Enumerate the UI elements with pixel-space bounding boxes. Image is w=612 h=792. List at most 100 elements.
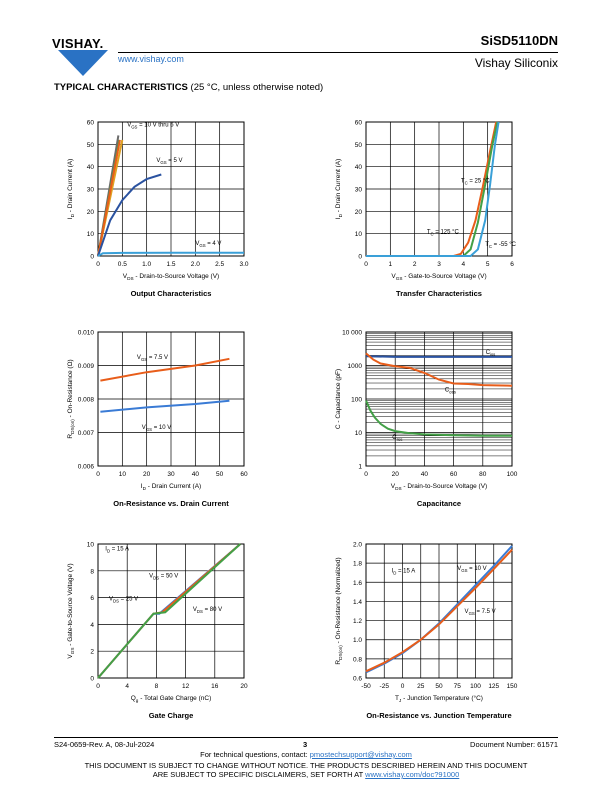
annotation-label: Crss​ [392, 435, 402, 442]
website-link[interactable]: www.vishay.com [118, 54, 184, 64]
y-tick-label: 40 [355, 164, 363, 171]
brand-name: VISHAY. [52, 36, 104, 51]
y-tick-label: 6 [90, 595, 94, 602]
x-tick-label: -25 [380, 683, 390, 690]
y-tick-label: 30 [87, 187, 95, 194]
x-tick-label: 2.0 [191, 261, 200, 268]
series-line-2 [365, 400, 512, 437]
chart-svg-output: 0 0.5 1.0 1.5 2.0 2.5 3.0 0 10 20 30 40 50 60 VDS​ - D… [67, 120, 249, 299]
series-line-4 [97, 173, 162, 257]
y-tick-label: 10 [355, 430, 363, 437]
footer-notice-1: THIS DOCUMENT IS SUBJECT TO CHANGE WITHO… [84, 761, 528, 770]
x-tick-label: 1.0 [142, 261, 151, 268]
x-tick-label: 8 [155, 683, 159, 690]
x-tick-label: 60 [450, 471, 458, 478]
footer-contact: For technical questions, contact: pmoste… [0, 750, 612, 759]
y-tick-label: 0 [90, 254, 94, 261]
y-tick-label: 4 [90, 622, 94, 629]
footer-contact-email-link[interactable]: pmostechsupport@vishay.com [309, 750, 412, 759]
chart-title: On-Resistance vs. Drain Current [113, 499, 229, 508]
footer-disclaimer-link[interactable]: www.vishay.com/doc?91000 [365, 770, 460, 779]
section-heading: TYPICAL CHARACTERISTICS (25 °C, unless o… [54, 82, 323, 93]
x-tick-label: 4 [125, 683, 129, 690]
x-tick-label: 0 [96, 471, 100, 478]
y-axis-label: VGS​ - Gate-to-Source Voltage (V) [67, 563, 75, 658]
annotation-label: VGS​ = 4 V [195, 241, 221, 248]
x-tick-label: 0 [364, 471, 368, 478]
series-line-3 [97, 139, 121, 257]
series-line-1 [100, 399, 230, 413]
y-tick-label: 50 [355, 142, 363, 149]
series-line-1 [365, 352, 513, 387]
y-axis-label: RDS(on)​ - On-Resistance (Normalized) [335, 557, 343, 664]
y-tick-label: 0 [90, 676, 94, 683]
annotation-label: Coss​ [445, 387, 456, 394]
series-line-5 [97, 251, 244, 257]
y-tick-label: 0.009 [78, 363, 95, 370]
footer-contact-prefix: For technical questions, contact: [200, 750, 308, 759]
series-line-0 [365, 355, 512, 358]
x-tick-label: 10 [119, 471, 127, 478]
x-tick-label: 150 [507, 683, 518, 690]
chart-title: On-Resistance vs. Junction Temperature [366, 711, 511, 720]
y-tick-label: 0.007 [78, 430, 95, 437]
x-tick-label: 25 [417, 683, 425, 690]
y-tick-label: 1.0 [353, 637, 362, 644]
y-axis-label: RDS(on)​ - On-Resistance (Ω) [67, 359, 75, 438]
vishay-logo: VISHAY. [52, 36, 122, 80]
x-tick-label: 3 [437, 261, 441, 268]
y-tick-label: 0 [358, 254, 362, 261]
x-tick-label: 0.5 [118, 261, 127, 268]
plot-frame [97, 121, 245, 257]
y-tick-label: 0.6 [353, 676, 362, 683]
annotation-label: ID​ = 15 A [105, 547, 129, 554]
annotation-label: TC​ = 25 °C [461, 178, 490, 185]
footer-document-number: Document Number: 61571 [470, 740, 558, 749]
annotation-label: ID​ = 15 A [392, 569, 416, 576]
plot-frame [365, 331, 513, 467]
x-axis-label: Qg​ - Total Gate Charge (nC) [131, 695, 212, 703]
series-line-2 [366, 121, 500, 257]
y-tick-label: 1.6 [353, 580, 362, 587]
x-tick-label: 3.0 [239, 261, 248, 268]
x-tick-label: 1.5 [166, 261, 175, 268]
footer-notice-2-text: ARE SUBJECT TO SPECIFIC DISCLAIMERS, SET… [152, 770, 364, 779]
footer-rule [54, 737, 558, 738]
x-tick-label: 6 [510, 261, 514, 268]
x-tick-label: 2 [413, 261, 417, 268]
vishay-logo-icon [58, 50, 108, 76]
y-tick-label: 10 000 [342, 330, 362, 337]
footer-page-number: 3 [303, 740, 308, 749]
annotation-label: VGS​ = 10 V [142, 425, 171, 432]
chart-svg-capacitance: 0 20 40 60 80 100 1 10 100 1000 10 000 VDS​ - Drain… [335, 330, 518, 509]
chart-title: Output Characteristics [131, 289, 212, 298]
series-line-0 [100, 357, 230, 382]
x-tick-label: 80 [479, 471, 487, 478]
y-axis-label: C - Capacitance (pF) [335, 369, 342, 429]
annotation-label: TC​ = 125 °C [427, 230, 460, 237]
chart-gate-charge: 0 4 8 12 16 20 0 2 4 6 8 10 Qg​ - Total Gate Charge … [58, 540, 308, 740]
section-title: TYPICAL CHARACTERISTICS [54, 82, 188, 93]
annotation-label: VDS​ = 50 V [149, 574, 178, 581]
chart-on-resistance-vs-junction-temperature: -50 -25 0 25 50 75 100 125 150 0.6 0.8 1.0 1.2 1.4 1.6… [326, 540, 576, 740]
y-tick-label: 0.006 [78, 464, 95, 471]
x-axis-label: TJ​ - Junction Temperature (°C) [395, 694, 483, 703]
x-tick-label: 0 [96, 261, 100, 268]
x-tick-label: 20 [240, 683, 248, 690]
y-tick-label: 40 [87, 164, 95, 171]
x-tick-label: 125 [488, 683, 499, 690]
y-tick-label: 30 [355, 187, 363, 194]
y-tick-label: 20 [355, 209, 363, 216]
y-tick-label: 60 [355, 120, 363, 127]
x-tick-label: 2.5 [215, 261, 224, 268]
section-note: (25 °C, unless otherwise noted) [190, 82, 324, 93]
y-tick-label: 20 [87, 209, 95, 216]
x-axis-label: VDS​ - Drain-to-Source Voltage (V) [123, 273, 219, 281]
annotation-label: VGS​ = 10 V thru 6 V [127, 122, 179, 129]
y-tick-label: 0.010 [78, 330, 95, 337]
annotation-label: TC​ = -55 °C [485, 242, 516, 249]
x-tick-label: 50 [216, 471, 224, 478]
x-tick-label: 100 [470, 683, 481, 690]
